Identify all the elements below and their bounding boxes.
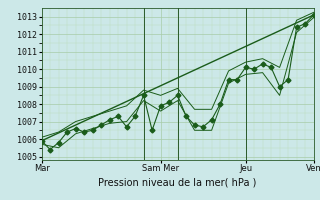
- X-axis label: Pression niveau de la mer( hPa ): Pression niveau de la mer( hPa ): [99, 177, 257, 187]
